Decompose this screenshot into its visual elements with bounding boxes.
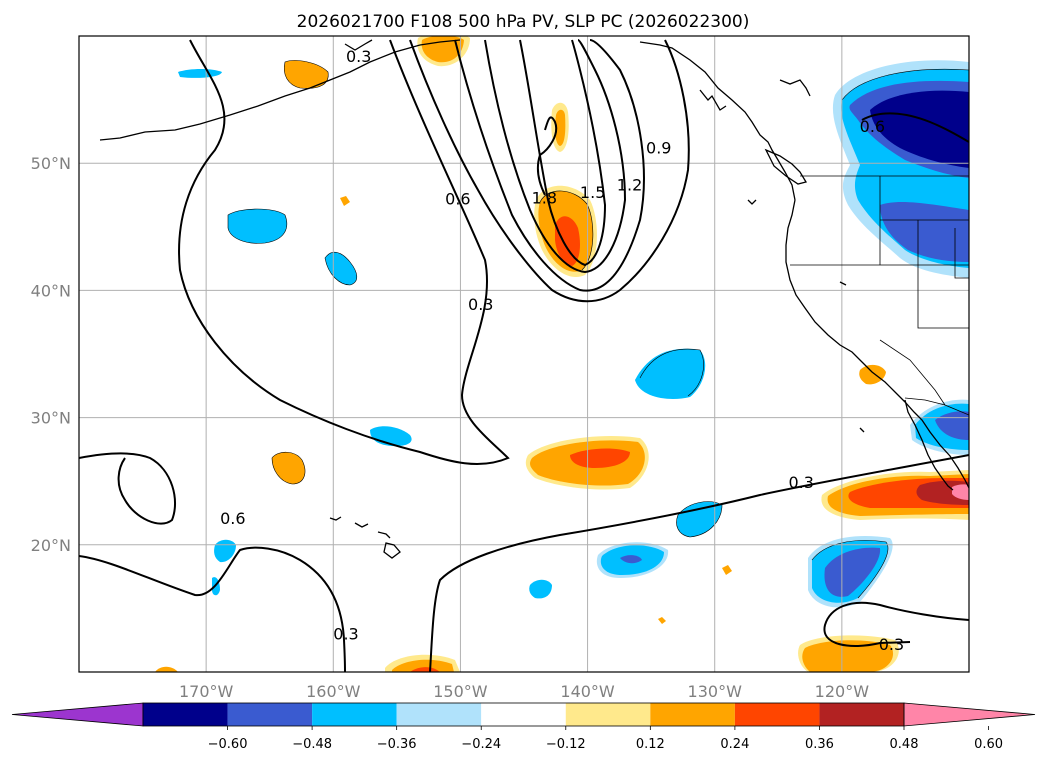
- slp-contour-label: 0.3: [468, 295, 493, 314]
- colorbar-extend-min: [11, 702, 144, 727]
- political-borders: [790, 175, 969, 416]
- slp-contour-label: 0.6: [445, 190, 470, 209]
- lon-tick-label: 150°W: [433, 682, 488, 701]
- colorbar: −0.60 −0.48 −0.36 −0.24 −0.12 0.12 0.24 0.36 0.4…: [11, 702, 1036, 752]
- colorbar-tick-label: 0.36: [805, 737, 834, 752]
- slp-contour-label: 0.9: [646, 139, 671, 158]
- lon-tick-label: 120°W: [815, 682, 870, 701]
- colorbar-frame: [142, 702, 905, 727]
- slp-contour-label: 0.3: [879, 635, 904, 654]
- colorbar-tick-label: −0.12: [546, 737, 586, 752]
- colorbar-tick-label: 0.60: [974, 737, 1003, 752]
- colorbar-tick-label: −0.48: [292, 737, 332, 752]
- slp-contour-label: 0.3: [333, 625, 358, 644]
- colorbar-segment: [819, 703, 904, 726]
- slp-contour-labels: 0.3 1.8 1.5 1.20.9 0.6 0.3 0.6 0.6 0.3 0.3 0.3: [220, 47, 904, 654]
- colorbar-segment: [227, 703, 313, 726]
- colorbar-segment: [312, 703, 397, 726]
- gridlines: [79, 36, 969, 672]
- slp-contour-label: 0.6: [220, 509, 245, 528]
- map-title: 2026021700 F108 500 hPa PV, SLP PC (2026…: [297, 12, 750, 32]
- slp-contours: [79, 39, 969, 672]
- lon-tick-label: 170°W: [179, 682, 234, 701]
- colorbar-tick-label: −0.60: [208, 737, 248, 752]
- lat-tick-label: 20°N: [31, 536, 71, 555]
- colorbar-tick-label: 0.48: [890, 737, 919, 752]
- slp-contour-label: 0.3: [788, 473, 813, 492]
- colorbar-segment: [143, 703, 228, 726]
- colorbar-tick-label: 0.24: [720, 737, 749, 752]
- lat-tick-label: 40°N: [31, 281, 71, 300]
- lon-tick-label: 160°W: [306, 682, 361, 701]
- lat-tick-label: 50°N: [31, 154, 71, 173]
- coastlines: [99, 39, 969, 559]
- colorbar-extend-max: [903, 702, 1036, 727]
- colorbar-tick-label: −0.36: [377, 737, 417, 752]
- slp-contour-label: 1.5: [580, 183, 605, 202]
- colorbar-segment: [481, 703, 566, 726]
- colorbar-tick-label: 0.12: [636, 737, 665, 752]
- colorbar-segment: [396, 703, 482, 726]
- lon-tick-label: 140°W: [560, 682, 615, 701]
- colorbar-tick-label: −0.24: [461, 737, 501, 752]
- colorbar-segment: [734, 703, 820, 726]
- slp-contour-label: 1.2: [617, 176, 642, 195]
- slp-contour-label: 0.3: [346, 47, 371, 66]
- colorbar-segment: [565, 703, 651, 726]
- colorbar-segment: [650, 703, 735, 726]
- latitude-tick-labels: 20°N 30°N 40°N 50°N: [31, 154, 71, 555]
- pv-anomaly-shading: [155, 36, 969, 672]
- lon-tick-label: 130°W: [688, 682, 743, 701]
- slp-contour-label: 0.6: [860, 117, 885, 136]
- map-frame: [78, 35, 970, 673]
- lat-tick-label: 30°N: [31, 409, 71, 428]
- longitude-tick-labels: 170°W 160°W 150°W 140°W 130°W 120°W: [179, 682, 869, 701]
- slp-contour-label: 1.8: [532, 188, 557, 207]
- map-panel: 0.3 1.8 1.5 1.20.9 0.6 0.3 0.6 0.6 0.3 0.3 0.3: [78, 35, 970, 673]
